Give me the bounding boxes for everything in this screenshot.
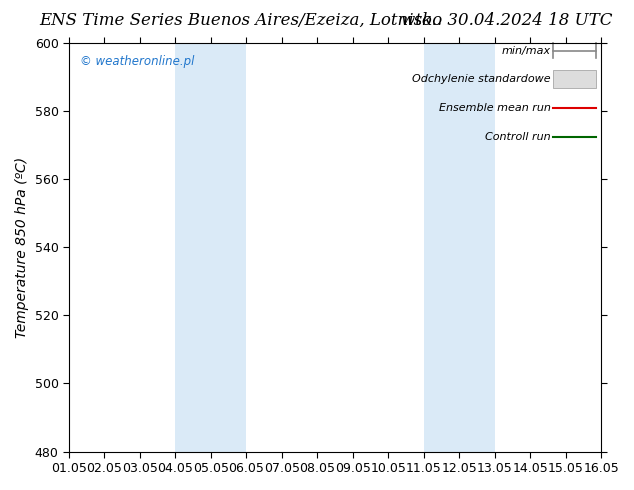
Text: ENS Time Series Buenos Aires/Ezeiza, Lotnisko: ENS Time Series Buenos Aires/Ezeiza, Lot…: [39, 12, 443, 29]
Y-axis label: Temperature 850 hPa (ºC): Temperature 850 hPa (ºC): [15, 156, 29, 338]
Bar: [176, 43, 247, 452]
Bar: [424, 43, 495, 452]
Text: Ensemble mean run: Ensemble mean run: [439, 103, 550, 113]
Text: min/max: min/max: [501, 46, 550, 56]
Text: Odchylenie standardowe: Odchylenie standardowe: [412, 74, 550, 84]
Text: Controll run: Controll run: [485, 132, 550, 142]
Text: wto.. 30.04.2024 18 UTC: wto.. 30.04.2024 18 UTC: [401, 12, 613, 29]
Text: © weatheronline.pl: © weatheronline.pl: [80, 55, 194, 68]
Bar: [553, 71, 596, 88]
